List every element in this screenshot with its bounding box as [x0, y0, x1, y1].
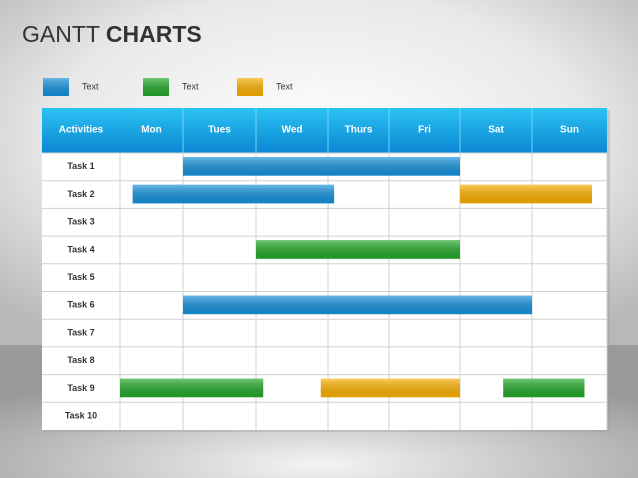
legend-label: Text	[276, 81, 293, 91]
task-label: Task 3	[67, 217, 94, 227]
day-label: Thurs	[345, 125, 373, 136]
title-light: GANTT	[22, 21, 100, 47]
header-activities: Activities	[59, 125, 104, 136]
gantt-bar-shine	[132, 184, 335, 204]
task-label: Task 2	[67, 189, 94, 199]
task-label: Task 1	[67, 161, 94, 171]
task-label: Task 5	[67, 272, 94, 282]
legend-label: Text	[182, 81, 199, 91]
day-label: Sat	[488, 125, 504, 136]
day-label: Tues	[208, 125, 231, 136]
gantt-bar-shine	[460, 184, 592, 204]
task-label: Task 9	[67, 383, 94, 393]
day-label: Mon	[141, 125, 162, 136]
legend-label: Text	[82, 81, 99, 91]
gantt-bar-shine	[120, 378, 264, 398]
gantt-bar-shine	[183, 157, 460, 176]
task-label: Task 4	[67, 244, 94, 254]
legend-shine	[43, 78, 69, 96]
gantt-bar-shine	[503, 378, 585, 398]
gantt-bar-shine	[320, 378, 460, 398]
day-label: Wed	[282, 125, 303, 136]
title: GANTT CHARTS	[22, 21, 202, 47]
task-label: Task 8	[67, 355, 94, 365]
legend-shine	[143, 78, 169, 96]
gantt-bar-shine	[183, 295, 532, 315]
gantt-bar-shine	[256, 240, 460, 259]
task-label: Task 6	[67, 300, 94, 310]
legend-shine	[237, 78, 263, 96]
title-bold: CHARTS	[106, 21, 202, 47]
day-label: Fri	[418, 125, 431, 136]
task-label: Task 7	[67, 327, 94, 337]
task-label: Task 10	[65, 411, 97, 421]
header-row	[42, 108, 607, 153]
day-label: Sun	[560, 125, 579, 136]
